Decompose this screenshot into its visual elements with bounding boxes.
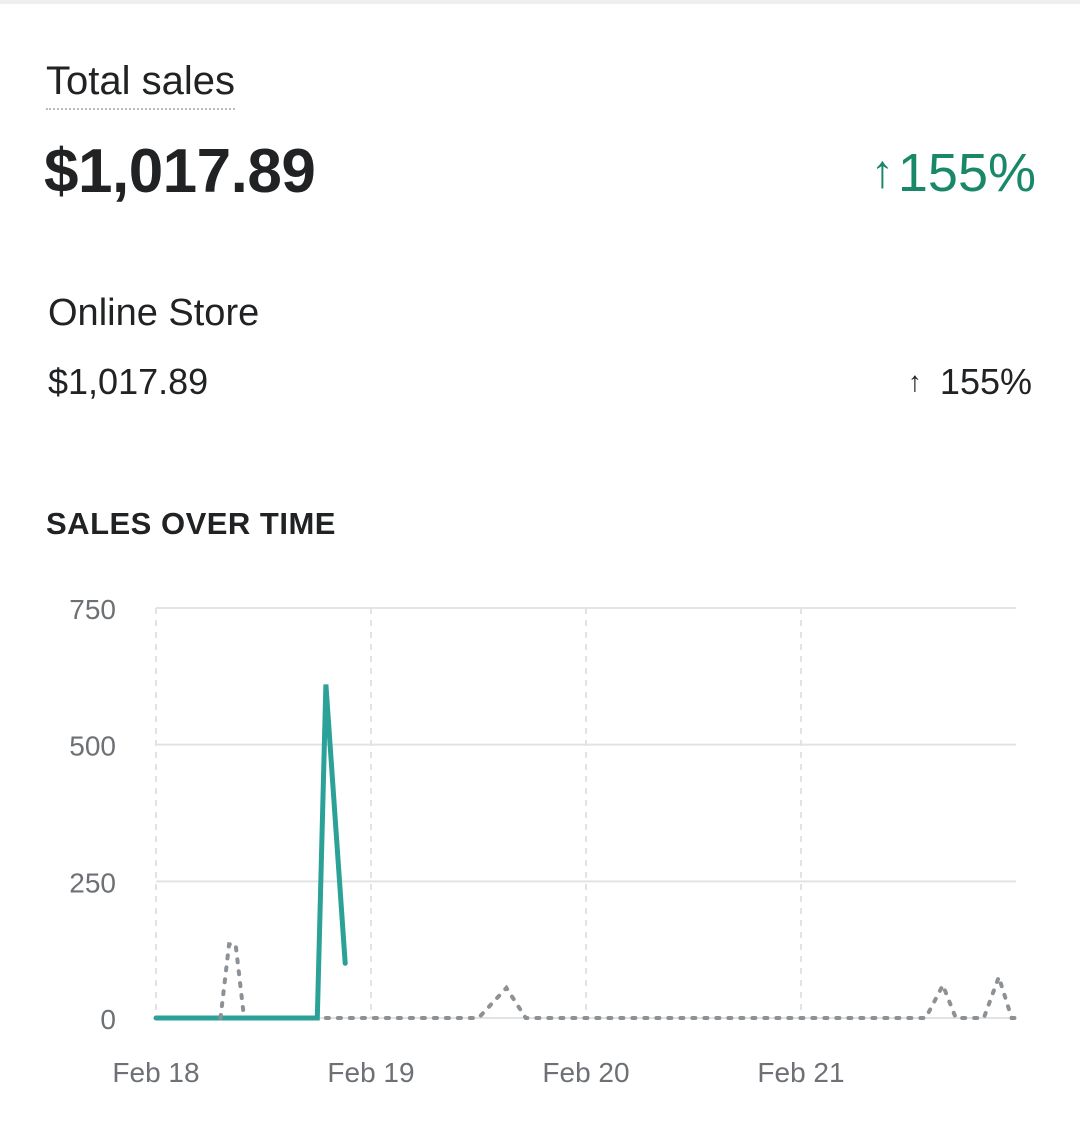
y-tick-label: 750 [69,594,116,625]
total-change-value: 155% [897,143,1036,203]
total-sales-change: ↑ 155% [871,140,1036,206]
top-strip [0,0,1080,4]
sales-over-time-chart[interactable]: 750 500 250 0 Feb 18 Feb 19 Feb 20 Feb 21 [0,570,1080,1110]
x-tick-label: Feb 21 [757,1057,844,1088]
channel-change: ↑ 155% [908,360,1032,404]
channel-change-value: 155% [939,361,1032,402]
card-title[interactable]: Total sales [46,56,235,110]
y-tick-label: 500 [69,731,116,762]
x-tick-label: Feb 19 [327,1057,414,1088]
series-line-comparison [323,970,1018,1020]
series-line-current [153,684,348,1021]
y-tick-label: 0 [100,1004,116,1035]
channel-value: $1,017.89 [48,361,209,402]
x-tick-label: Feb 18 [112,1057,199,1088]
arrow-up-icon: ↑ [870,145,894,197]
section-title: SALES OVER TIME [46,506,336,541]
total-sales-value: $1,017.89 [44,137,316,206]
x-tick-label: Feb 20 [542,1057,629,1088]
series-line-comparison [218,942,247,1020]
y-tick-label: 250 [69,867,116,898]
channel-label: Online Store [48,292,260,334]
arrow-up-icon: ↑ [907,366,922,397]
